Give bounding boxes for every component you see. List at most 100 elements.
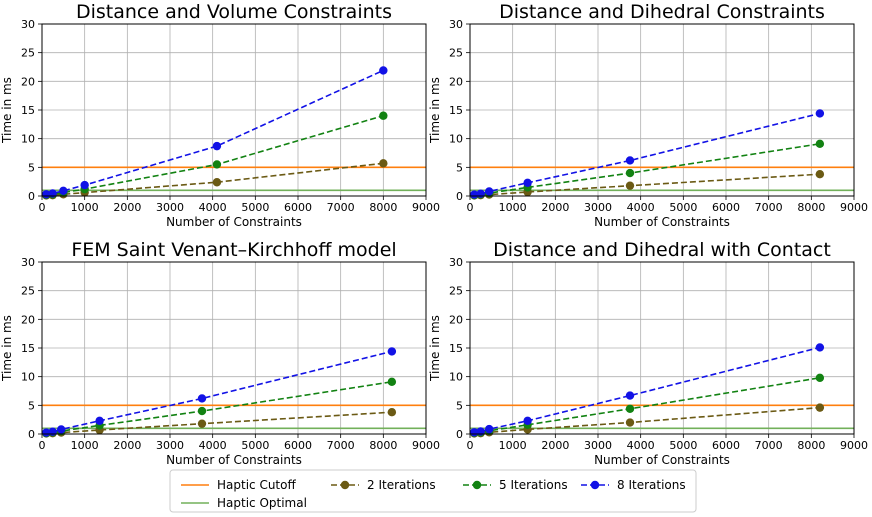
y-axis-label: Time in ms bbox=[0, 77, 14, 144]
chart-panel-1: Distance and Volume Constraints 0 1000 2000… bbox=[0, 1, 440, 229]
data-point-5-iterations bbox=[625, 168, 635, 178]
data-point-8-iterations bbox=[625, 156, 635, 165]
data-point-8-iterations bbox=[625, 391, 635, 400]
x-tick-label: 1000 bbox=[71, 201, 99, 214]
x-tick-label: 0 bbox=[467, 439, 474, 452]
x-tick-label: 9000 bbox=[412, 201, 440, 214]
legend-box bbox=[169, 469, 697, 513]
y-tick-label: 0 bbox=[28, 190, 35, 203]
x-tick-label: 5000 bbox=[669, 201, 697, 214]
data-point-2-iterations bbox=[625, 418, 635, 427]
x-tick-label: 2000 bbox=[541, 201, 569, 214]
data-point-2-iterations bbox=[197, 419, 207, 428]
data-point-5-iterations bbox=[815, 373, 825, 383]
x-tick-label: 8000 bbox=[797, 439, 825, 452]
x-tick-label: 7000 bbox=[755, 201, 783, 214]
x-tick-label: 4000 bbox=[199, 439, 227, 452]
data-point-8-iterations bbox=[379, 66, 388, 75]
x-tick-label: 0 bbox=[39, 201, 46, 214]
data-point-5-iterations bbox=[379, 111, 388, 120]
data-point-8-iterations bbox=[42, 428, 51, 437]
y-tick-label: 25 bbox=[449, 285, 463, 298]
data-point-8-iterations bbox=[470, 190, 479, 199]
y-tick-label: 15 bbox=[449, 104, 463, 117]
axes-frame bbox=[469, 23, 855, 197]
data-point-5-iterations bbox=[625, 404, 635, 413]
data-point-2-iterations bbox=[387, 408, 397, 417]
y-tick-label: 0 bbox=[28, 428, 35, 441]
y-tick-label: 10 bbox=[449, 371, 463, 384]
data-point-8-iterations bbox=[485, 187, 494, 196]
y-tick-label: 5 bbox=[28, 399, 35, 412]
axes-frame bbox=[469, 261, 855, 435]
x-tick-label: 1000 bbox=[71, 439, 99, 452]
data-point-2-iterations bbox=[379, 159, 388, 168]
legend-label: Haptic Optimal bbox=[217, 496, 307, 510]
y-tick-label: 20 bbox=[449, 75, 463, 88]
y-tick-label: 5 bbox=[28, 161, 35, 174]
chart-panel-4: Distance and Dihedral with Contact 0 1000 2… bbox=[428, 239, 868, 467]
x-tick-label: 8000 bbox=[369, 201, 397, 214]
x-tick-label: 3000 bbox=[156, 439, 184, 452]
legend-label: 8 Iterations bbox=[617, 478, 686, 492]
chart-title: Distance and Dihedral with Contact bbox=[493, 239, 831, 261]
x-tick-label: 2000 bbox=[541, 439, 569, 452]
data-point-8-iterations bbox=[815, 343, 825, 352]
y-tick-label: 30 bbox=[21, 256, 35, 269]
x-tick-label: 8000 bbox=[369, 439, 397, 452]
x-tick-label: 4000 bbox=[627, 439, 655, 452]
y-tick-label: 0 bbox=[456, 428, 463, 441]
legend-marker bbox=[472, 480, 482, 490]
x-tick-label: 9000 bbox=[412, 439, 440, 452]
data-point-8-iterations bbox=[485, 424, 494, 434]
series-line-8-iterations bbox=[46, 69, 384, 196]
y-axis-label: Time in ms bbox=[428, 315, 442, 382]
data-point-8-iterations bbox=[523, 416, 532, 426]
x-tick-label: 1000 bbox=[499, 201, 527, 214]
x-tick-label: 7000 bbox=[327, 201, 355, 214]
data-point-2-iterations bbox=[212, 178, 222, 187]
x-axis-label: Number of Constraints bbox=[594, 453, 730, 467]
y-tick-label: 30 bbox=[449, 18, 463, 31]
legend-marker bbox=[340, 480, 350, 490]
y-tick-label: 0 bbox=[456, 190, 463, 203]
legend-label: 2 Iterations bbox=[367, 478, 436, 492]
y-tick-label: 30 bbox=[21, 18, 35, 31]
axes-frame bbox=[41, 23, 427, 197]
y-tick-label: 25 bbox=[21, 47, 35, 60]
data-point-8-iterations bbox=[815, 109, 825, 118]
x-tick-label: 6000 bbox=[284, 439, 312, 452]
legend-item-2-iterations: 2 Iterations bbox=[331, 478, 436, 492]
data-point-5-iterations bbox=[387, 377, 397, 387]
y-axis-label: Time in ms bbox=[428, 77, 442, 144]
x-tick-label: 1000 bbox=[499, 439, 527, 452]
chart-panel-2: Distance and Dihedral Constraints 0 1000 20… bbox=[428, 1, 868, 229]
chart-title: Distance and Dihedral Constraints bbox=[499, 1, 825, 23]
x-tick-label: 5000 bbox=[241, 439, 269, 452]
data-point-2-iterations bbox=[815, 403, 825, 412]
y-tick-label: 20 bbox=[21, 313, 35, 326]
legend-item-haptic-cutoff: Haptic Cutoff bbox=[181, 478, 296, 492]
x-tick-label: 6000 bbox=[712, 201, 740, 214]
x-tick-label: 4000 bbox=[627, 201, 655, 214]
y-tick-label: 25 bbox=[449, 47, 463, 60]
data-point-8-iterations bbox=[476, 189, 485, 198]
x-tick-label: 7000 bbox=[327, 439, 355, 452]
legend-item-8-iterations: 8 Iterations bbox=[581, 478, 686, 492]
data-point-8-iterations bbox=[48, 427, 57, 436]
y-tick-label: 15 bbox=[21, 342, 35, 355]
data-point-8-iterations bbox=[387, 347, 397, 356]
x-tick-label: 8000 bbox=[797, 201, 825, 214]
legend-label: Haptic Cutoff bbox=[217, 478, 296, 492]
legend-item-haptic-optimal: Haptic Optimal bbox=[181, 496, 307, 510]
y-tick-label: 10 bbox=[21, 133, 35, 146]
data-point-8-iterations bbox=[95, 416, 104, 426]
axes-frame bbox=[41, 261, 427, 435]
x-axis-label: Number of Constraints bbox=[166, 215, 302, 229]
data-point-5-iterations bbox=[197, 406, 207, 416]
x-tick-label: 9000 bbox=[840, 439, 868, 452]
data-point-8-iterations bbox=[57, 425, 66, 434]
data-point-8-iterations bbox=[59, 186, 68, 196]
